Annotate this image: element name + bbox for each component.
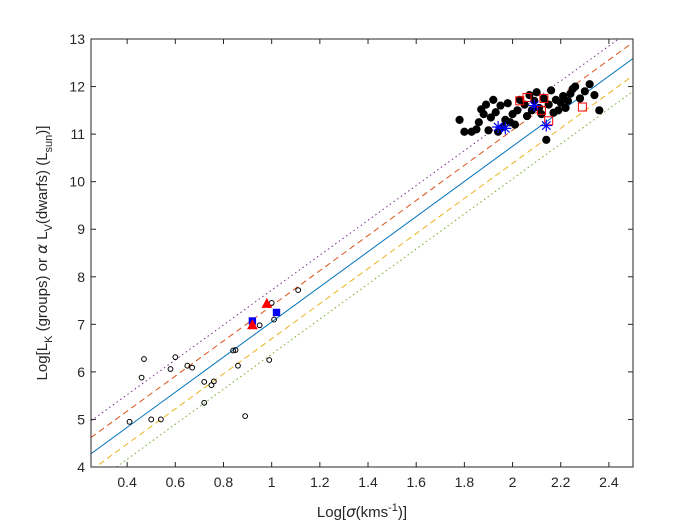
y-tick-label: 8 bbox=[77, 269, 85, 285]
x-tick-label: 1.2 bbox=[310, 474, 330, 490]
open-circle-point-6 bbox=[172, 354, 179, 361]
fit-line-dashed-3 bbox=[94, 75, 633, 467]
y-tick-label: 11 bbox=[70, 126, 85, 142]
open-square-point-2 bbox=[536, 105, 546, 115]
y-tick-label: 10 bbox=[69, 174, 85, 190]
filled-circle-point-7 bbox=[481, 100, 491, 109]
filled-circle-point-23 bbox=[522, 111, 532, 121]
data-points bbox=[126, 80, 604, 425]
open-circle-point-15 bbox=[235, 362, 241, 369]
filled-circle-point-27 bbox=[532, 88, 541, 97]
x-tick-label: 2.4 bbox=[599, 474, 619, 490]
open-circle-point-7 bbox=[184, 362, 191, 369]
y-axis-label: Log[LK (groups) or α LV(dwarfs) (Lsun)] bbox=[33, 126, 55, 381]
x-tick-label: 1.4 bbox=[358, 474, 378, 490]
filled-circle-point-38 bbox=[559, 91, 568, 101]
fit-line-dashed-1 bbox=[91, 41, 633, 438]
open-circle-point-12 bbox=[210, 378, 217, 385]
filled-circle-point-30 bbox=[539, 94, 548, 103]
filled-circle-point-48 bbox=[595, 106, 604, 115]
filled-circle-point-11 bbox=[491, 108, 500, 117]
plot-frame bbox=[90, 38, 634, 468]
filled-circle-point-45 bbox=[580, 87, 589, 96]
filled-triangle-point-0 bbox=[247, 319, 258, 330]
filled-circle-point-19 bbox=[510, 120, 520, 129]
filled-circle-point-44 bbox=[575, 94, 585, 103]
filled-circle-point-1 bbox=[460, 127, 469, 136]
open-square-point-1 bbox=[522, 92, 532, 102]
open-circle-point-17 bbox=[256, 322, 263, 329]
open-circle-point-4 bbox=[157, 416, 164, 423]
y-tick-label: 12 bbox=[69, 79, 85, 95]
x-tick-label: 1.8 bbox=[455, 474, 475, 490]
open-circle-point-0 bbox=[126, 418, 133, 425]
filled-circle-point-8 bbox=[484, 126, 493, 135]
open-circle-point-8 bbox=[189, 364, 196, 371]
y-tick-label: 9 bbox=[77, 221, 85, 237]
y-tick-label: 4 bbox=[77, 459, 85, 475]
filled-circle-point-43 bbox=[571, 82, 580, 91]
filled-circle-point-20 bbox=[513, 106, 522, 115]
filled-circle-point-46 bbox=[585, 80, 594, 89]
open-square-point-5 bbox=[577, 102, 587, 112]
open-circle-point-5 bbox=[167, 366, 174, 372]
axis-ticks: 0.4 0.6 0.8 1 1.2 1.4 1.6 1.8 2 2.2 2.4 4 5 6 7 8 9 10 11 1… bbox=[69, 31, 633, 490]
open-square-point-0 bbox=[515, 96, 525, 106]
filled-circle-point-6 bbox=[479, 110, 488, 119]
y-tick-label: 7 bbox=[77, 316, 85, 332]
open-circle-point-2 bbox=[141, 356, 147, 362]
star-point-3 bbox=[540, 119, 553, 132]
filled-circle-point-36 bbox=[554, 106, 563, 115]
filled-circle-point-9 bbox=[486, 113, 495, 122]
x-tick-label: 0.8 bbox=[214, 474, 234, 490]
star-point-0 bbox=[492, 120, 505, 133]
x-tick-label: 1.6 bbox=[406, 474, 426, 490]
open-circle-point-9 bbox=[201, 399, 208, 406]
y-tick-label: 6 bbox=[77, 364, 85, 380]
open-circle-point-14 bbox=[232, 347, 239, 353]
filled-circle-point-31 bbox=[542, 135, 551, 144]
filled-square-point-1 bbox=[272, 308, 281, 317]
filled-circle-point-3 bbox=[472, 125, 481, 134]
filled-circle-point-16 bbox=[503, 99, 512, 108]
y-tick-label: 5 bbox=[77, 411, 85, 427]
open-square-point-4 bbox=[544, 116, 554, 126]
open-circle-point-16 bbox=[242, 413, 249, 420]
fit-lines bbox=[91, 39, 633, 467]
filled-circle-point-33 bbox=[546, 86, 556, 95]
fit-line-dotted-4 bbox=[115, 90, 633, 467]
x-tick-label: 1 bbox=[268, 474, 276, 490]
filled-circle-point-10 bbox=[489, 95, 498, 104]
x-tick-label: 2 bbox=[509, 474, 517, 490]
x-axis-label: Log[σ(kms-1)] bbox=[317, 502, 407, 521]
filled-circle-point-13 bbox=[496, 101, 505, 110]
filled-circle-point-47 bbox=[590, 91, 599, 100]
open-circle-point-3 bbox=[148, 416, 155, 423]
star-point-1 bbox=[499, 122, 512, 135]
x-tick-label: 0.4 bbox=[117, 474, 137, 490]
star-point-2 bbox=[528, 99, 541, 112]
filled-circle-point-40 bbox=[563, 96, 573, 105]
y-tick-label: 13 bbox=[69, 31, 85, 47]
fit-line-solid-2 bbox=[91, 58, 633, 455]
filled-circle-point-4 bbox=[474, 118, 483, 127]
open-circle-point-1 bbox=[138, 374, 145, 381]
open-square-point-3 bbox=[539, 93, 549, 103]
x-tick-label: 2.2 bbox=[551, 474, 571, 490]
open-circle-point-18 bbox=[266, 357, 273, 363]
open-circle-point-13 bbox=[230, 347, 237, 354]
open-circle-point-20 bbox=[271, 316, 277, 323]
filled-circle-point-25 bbox=[527, 106, 536, 115]
open-circle-point-21 bbox=[295, 287, 302, 293]
filled-triangle-point-1 bbox=[261, 297, 273, 308]
x-tick-label: 0.6 bbox=[166, 474, 186, 490]
filled-circle-point-39 bbox=[561, 103, 570, 113]
filled-circle-point-0 bbox=[455, 115, 464, 124]
open-circle-point-10 bbox=[201, 378, 208, 385]
